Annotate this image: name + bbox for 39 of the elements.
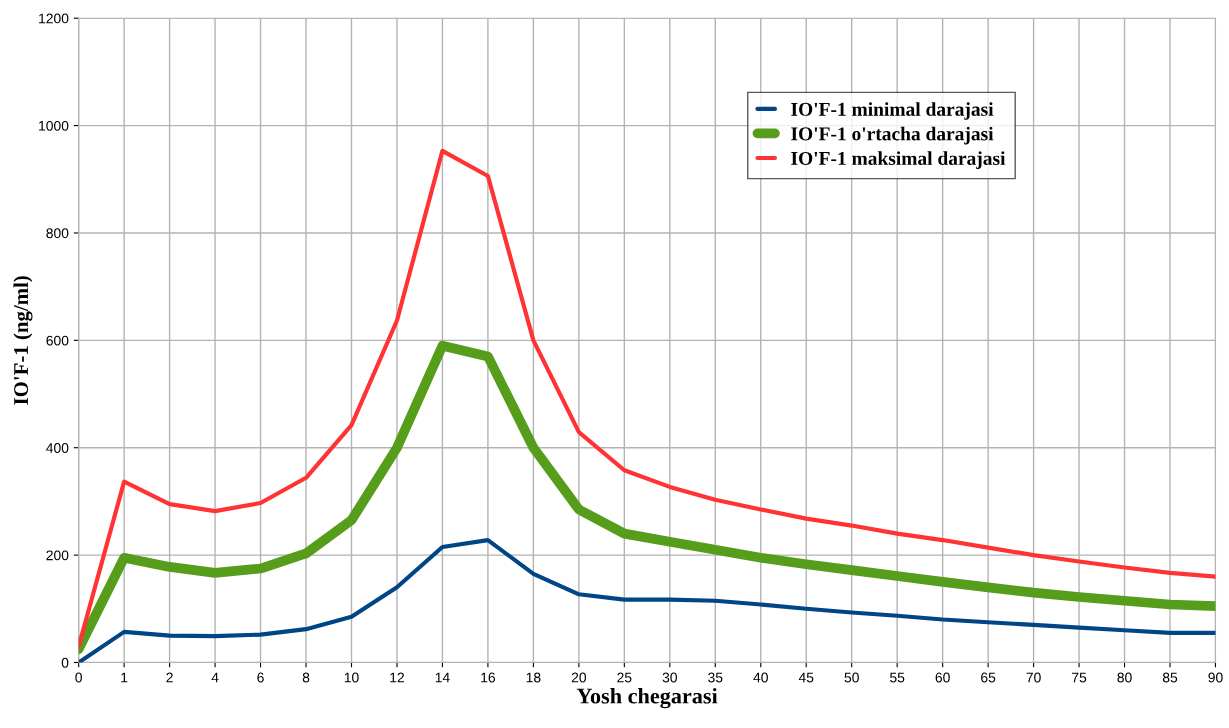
x-tick-label: 55 xyxy=(890,672,905,683)
x-tick-label: 60 xyxy=(935,672,950,683)
x-tick-label: 10 xyxy=(344,672,359,683)
x-tick-label: 1 xyxy=(121,672,128,683)
x-tick-label: 80 xyxy=(1117,672,1132,683)
x-tick-label: 75 xyxy=(1072,672,1087,683)
x-tick-label: 4 xyxy=(211,672,219,683)
y-tick-label: 600 xyxy=(46,335,69,346)
x-tick-label: 14 xyxy=(435,672,450,683)
x-tick-label: 25 xyxy=(617,672,632,683)
x-tick-label: 45 xyxy=(798,672,814,683)
x-tick-label: 70 xyxy=(1026,672,1041,683)
x-tick-label: 50 xyxy=(844,672,859,683)
x-tick-label: 20 xyxy=(571,672,587,683)
x-tick-label: 85 xyxy=(1162,672,1178,683)
x-tick-label: 8 xyxy=(302,672,310,683)
legend-label: IO'F-1 o'rtacha darajasi xyxy=(791,126,994,145)
legend-label: IO'F-1 maksimal darajasi xyxy=(791,151,1006,169)
y-tick-label: 200 xyxy=(46,550,69,561)
x-tick-label: 16 xyxy=(481,672,496,683)
x-tick-label: 90 xyxy=(1208,672,1223,683)
x-tick-label: 18 xyxy=(526,672,541,683)
x-tick-label: 0 xyxy=(75,672,82,683)
y-tick-label: 0 xyxy=(61,657,69,668)
x-tick-label: 30 xyxy=(662,672,677,683)
y-tick-label: 800 xyxy=(46,228,69,239)
x-tick-label: 2 xyxy=(166,672,173,683)
y-axis-title: IO'F-1 (ng/ml) xyxy=(13,276,33,405)
x-tick-label: 65 xyxy=(981,672,996,683)
y-tick-label: 400 xyxy=(46,443,69,453)
x-tick-label: 35 xyxy=(708,672,723,683)
line-series xyxy=(78,148,1216,649)
legend-label: IO'F-1 minimal darajasi xyxy=(791,102,994,120)
x-tick-label: 40 xyxy=(753,672,768,683)
y-tick-label: 1000 xyxy=(39,120,69,131)
x-tick-label: 12 xyxy=(390,672,404,683)
x-axis-title: Yosh chegarasi xyxy=(576,687,718,709)
x-tick-label: 6 xyxy=(257,672,264,683)
y-tick-label: 1200 xyxy=(39,13,69,24)
